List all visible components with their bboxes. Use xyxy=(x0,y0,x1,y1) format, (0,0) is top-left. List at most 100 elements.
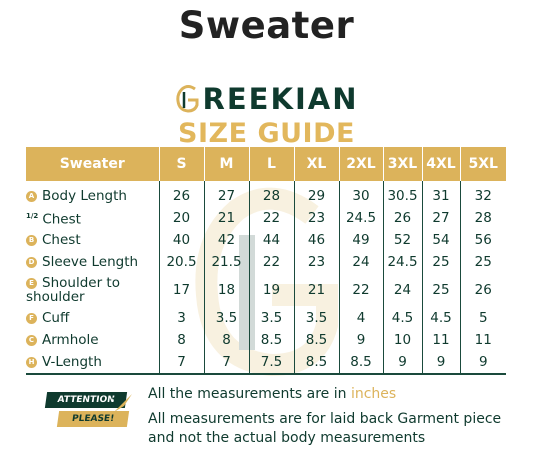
table-cell: 4.5 xyxy=(422,307,461,329)
table-cell: 3.5 xyxy=(204,307,250,329)
table-cell: 17 xyxy=(159,273,205,307)
brand-name: REEKIAN xyxy=(202,82,359,116)
size-header: 4XL xyxy=(422,147,461,181)
table-cell: 9 xyxy=(422,351,461,375)
table-cell: 42 xyxy=(204,229,250,251)
table-row: F Cuff 3 3.5 3.5 3.5 4 4.5 4.5 5 xyxy=(26,307,506,329)
table-cell: 7.5 xyxy=(249,351,295,375)
brand-logo-wordmark: REEKIAN xyxy=(0,82,533,118)
table-cell: 19 xyxy=(249,273,295,307)
table-cell: 26 xyxy=(159,181,205,207)
row-label: Cuff xyxy=(42,310,70,326)
table-header-label: Sweater xyxy=(26,147,160,181)
table-row: B Chest 40 42 44 46 49 52 54 56 xyxy=(26,229,506,251)
table-row: H V-Length 7 7 7.5 8.5 8.5 9 9 9 xyxy=(26,351,506,375)
size-header: M xyxy=(204,147,250,181)
row-label: Chest xyxy=(42,232,81,248)
row-badge: D xyxy=(26,256,37,268)
row-badge: C xyxy=(26,334,37,346)
size-header: XL xyxy=(294,147,340,181)
table-cell: 28 xyxy=(474,210,492,226)
row-label: Armhole xyxy=(42,332,99,348)
table-cell: 54 xyxy=(422,229,461,251)
table-cell: 7 xyxy=(204,351,250,375)
table-cell: 30.5 xyxy=(383,181,423,207)
attention-flag-icon xyxy=(112,394,132,412)
table-cell: 24 xyxy=(383,273,423,307)
table-cell: 20.5 xyxy=(159,251,205,273)
row-badge: H xyxy=(26,356,37,368)
size-guide-heading: SIZE GUIDE xyxy=(178,118,355,149)
table-cell: 29 xyxy=(294,181,340,207)
table-cell: 40 xyxy=(159,229,205,251)
table-cell: 23 xyxy=(294,207,340,229)
row-badge: E xyxy=(26,277,37,289)
table-cell: 9 xyxy=(339,329,384,351)
table-cell: 24 xyxy=(339,251,384,273)
table-cell: 11 xyxy=(474,332,492,348)
table-cell: 8.5 xyxy=(294,329,340,351)
table-cell: 23 xyxy=(294,251,340,273)
table-cell: 27 xyxy=(422,207,461,229)
row-label: Chest xyxy=(42,211,81,228)
table-cell: 22 xyxy=(249,251,295,273)
unit-highlight: inches xyxy=(350,386,397,402)
table-cell: 31 xyxy=(422,181,461,207)
table-cell: 9 xyxy=(460,351,506,375)
table-cell: 8 xyxy=(159,329,205,351)
table-cell: 22 xyxy=(339,273,384,307)
table-cell: 8.5 xyxy=(249,329,295,351)
table-cell: 32 xyxy=(474,188,492,204)
table-cell: 49 xyxy=(339,229,384,251)
row-badge: B xyxy=(26,234,37,246)
table-row: 1/2 Chest 20 21 22 23 24.5 26 27 28 xyxy=(26,207,506,229)
table-cell: 25 xyxy=(474,254,492,270)
table-cell: 8.5 xyxy=(294,351,340,375)
row-label: Shoulder to shoulder xyxy=(26,275,120,305)
measurement-unit-note: All the measurements are in inches xyxy=(148,386,396,402)
table-cell: 8 xyxy=(204,329,250,351)
table-cell: 22 xyxy=(249,207,295,229)
table-cell: 21 xyxy=(204,207,250,229)
table-cell: 27 xyxy=(204,181,250,207)
table-cell: 4.5 xyxy=(383,307,423,329)
table-cell: 21.5 xyxy=(204,251,250,273)
table-cell: 25 xyxy=(422,251,461,273)
table-cell: 44 xyxy=(249,229,295,251)
table-cell: 18 xyxy=(204,273,250,307)
size-header: S xyxy=(159,147,205,181)
table-row: D Sleeve Length 20.5 21.5 22 23 24 24.5 2… xyxy=(26,251,506,273)
half-badge: 1/2 xyxy=(26,212,39,221)
table-cell: 9 xyxy=(383,351,423,375)
row-label: V-Length xyxy=(42,354,102,370)
table-cell: 26 xyxy=(383,207,423,229)
table-cell: 7 xyxy=(159,351,205,375)
table-header-row: Sweater S M L XL 2XL 3XL 4XL 5XL xyxy=(26,147,506,181)
note-text: All the measurements are in xyxy=(148,386,351,402)
table-cell: 21 xyxy=(294,273,340,307)
table-cell: 52 xyxy=(383,229,423,251)
row-badge: A xyxy=(26,190,37,202)
table-cell: 3.5 xyxy=(249,307,295,329)
table-cell: 5 xyxy=(478,310,488,326)
table-row: A Body Length 26 27 28 29 30 30.5 31 32 xyxy=(26,181,506,207)
size-header: 5XL xyxy=(460,147,506,181)
greekian-logo-icon xyxy=(175,85,199,113)
size-header: L xyxy=(249,147,295,181)
table-cell: 26 xyxy=(474,282,492,298)
table-cell: 24.5 xyxy=(383,251,423,273)
table-cell: 4 xyxy=(339,307,384,329)
table-cell: 8.5 xyxy=(339,351,384,375)
table-row: E Shoulder to shoulder 17 18 19 21 22 24 … xyxy=(26,273,506,307)
table-cell: 56 xyxy=(474,232,492,248)
size-table: Sweater S M L XL 2XL 3XL 4XL 5XL A Body L… xyxy=(26,147,506,375)
table-cell: 3.5 xyxy=(294,307,340,329)
table-cell: 10 xyxy=(383,329,423,351)
table-cell: 30 xyxy=(339,181,384,207)
table-cell: 11 xyxy=(422,329,461,351)
table-cell: 28 xyxy=(249,181,295,207)
table-cell: 20 xyxy=(159,207,205,229)
table-row: C Armhole 8 8 8.5 8.5 9 10 11 11 xyxy=(26,329,506,351)
row-label: Body Length xyxy=(42,188,127,204)
row-badge: F xyxy=(26,312,37,324)
